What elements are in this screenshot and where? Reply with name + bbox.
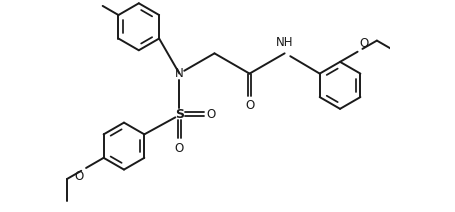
Text: O: O bbox=[244, 99, 253, 112]
Text: O: O bbox=[359, 37, 368, 50]
Text: S: S bbox=[175, 108, 183, 121]
Text: NH: NH bbox=[275, 36, 293, 49]
Text: O: O bbox=[206, 108, 215, 121]
Text: N: N bbox=[175, 67, 183, 80]
Text: O: O bbox=[174, 142, 184, 155]
Text: O: O bbox=[75, 170, 84, 183]
